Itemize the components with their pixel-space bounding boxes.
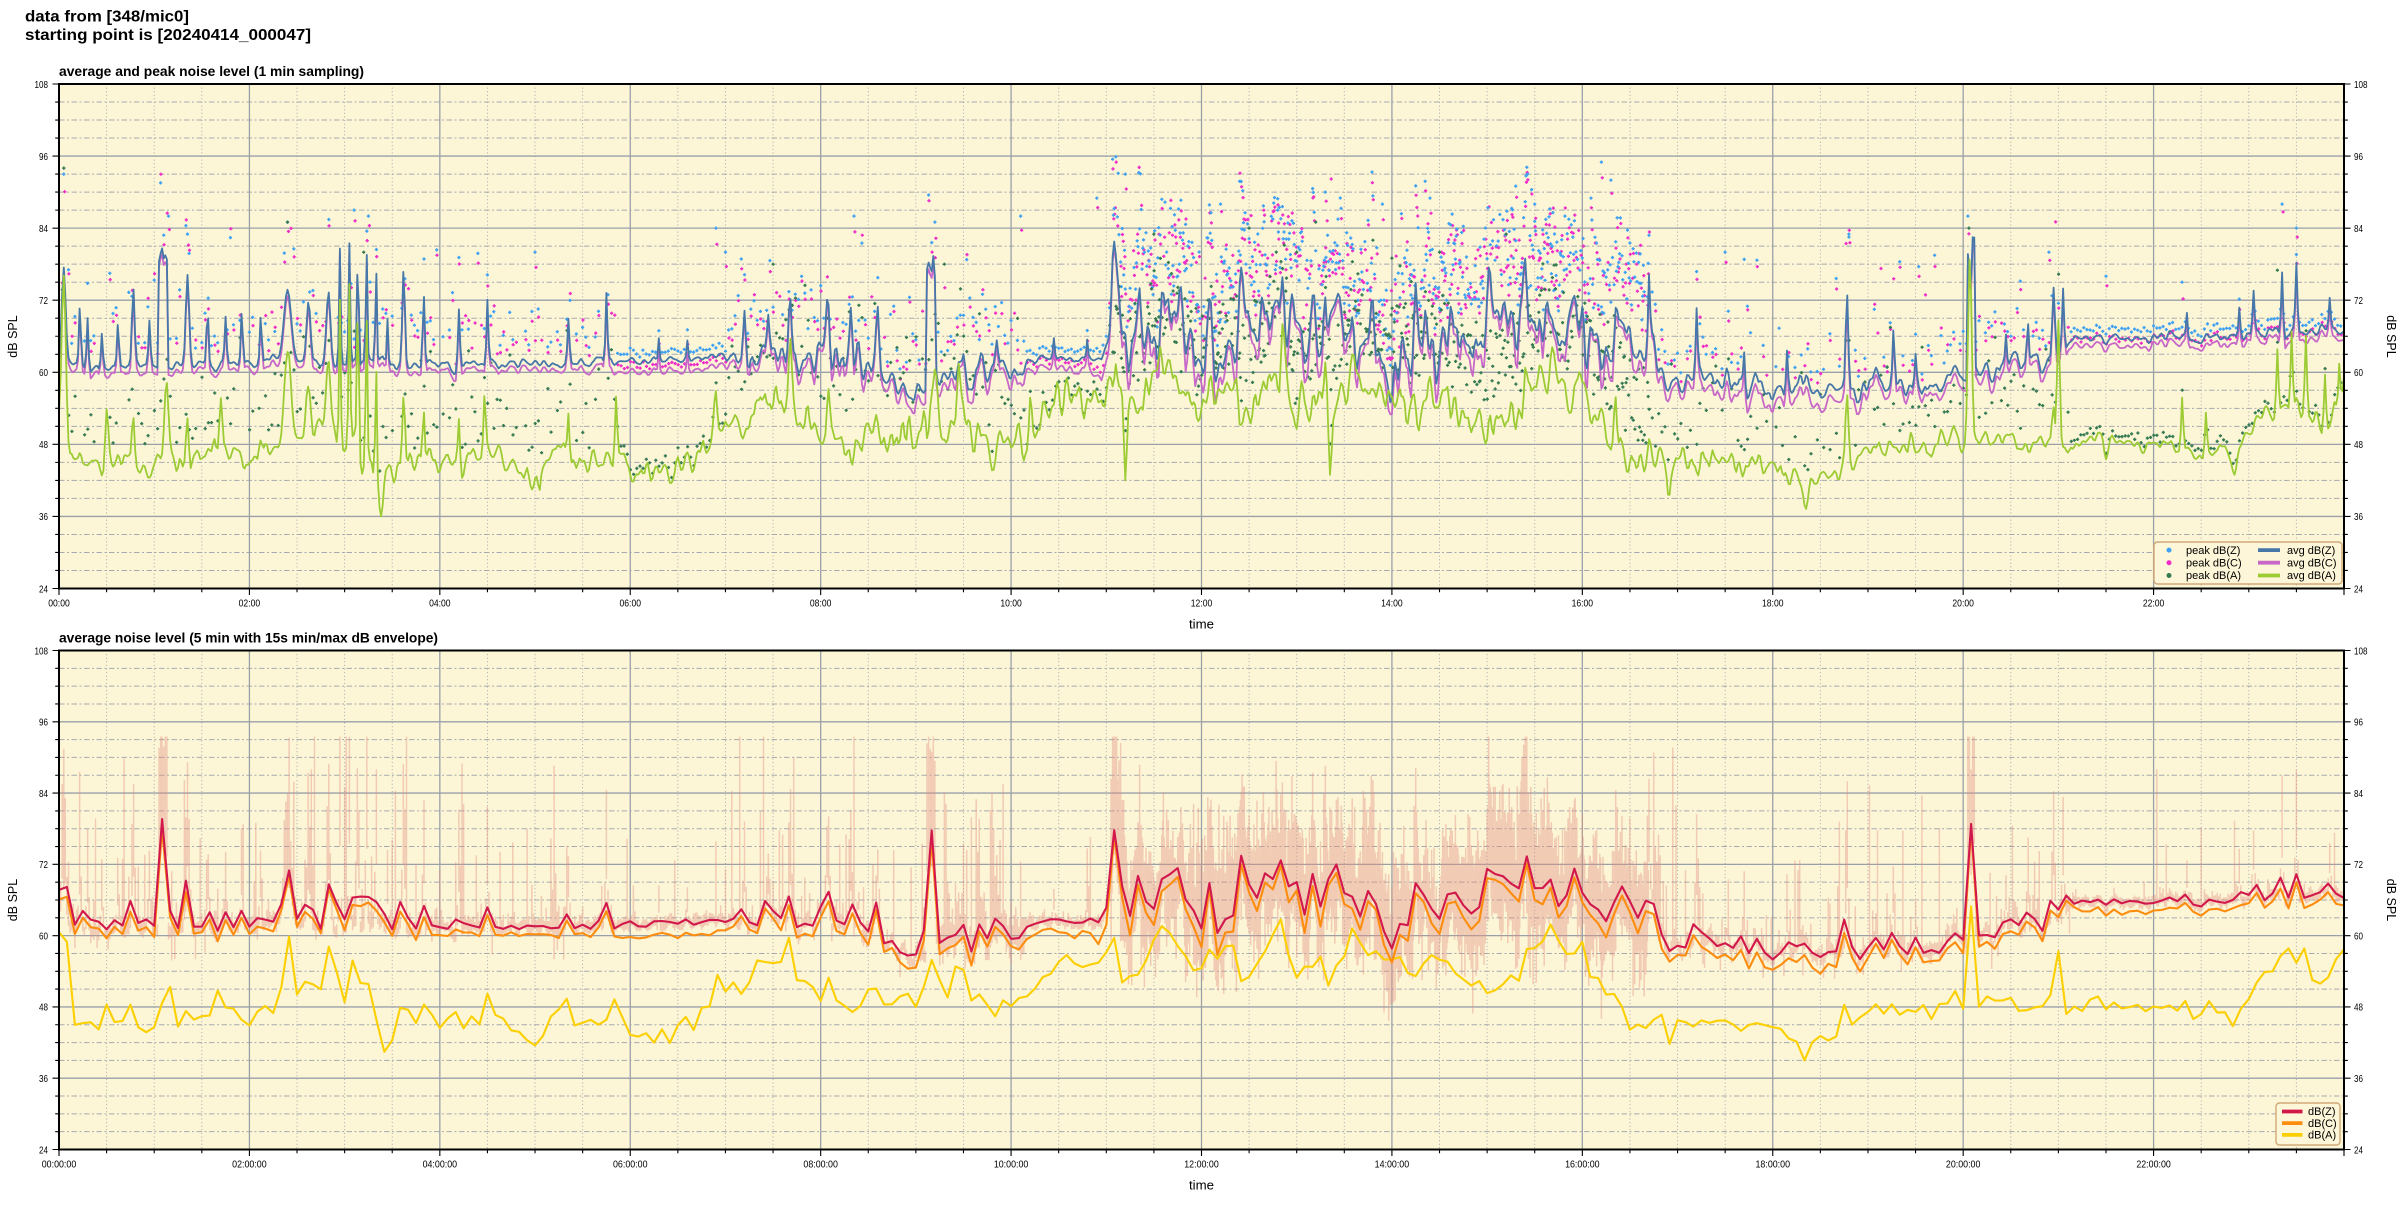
- svg-text:22:00:00: 22:00:00: [2136, 1159, 2171, 1171]
- svg-text:dB SPL: dB SPL: [6, 879, 20, 921]
- svg-text:dB SPL: dB SPL: [2384, 315, 2398, 357]
- svg-text:06:00:00: 06:00:00: [613, 1159, 648, 1171]
- svg-text:04:00:00: 04:00:00: [423, 1159, 458, 1171]
- svg-text:time: time: [1189, 618, 1214, 632]
- svg-text:peak dB(C): peak dB(C): [2186, 557, 2242, 569]
- svg-text:00:00: 00:00: [48, 598, 70, 610]
- svg-text:22:00: 22:00: [2143, 598, 2165, 610]
- svg-text:06:00: 06:00: [620, 598, 642, 610]
- svg-text:48: 48: [39, 1002, 48, 1014]
- svg-text:14:00:00: 14:00:00: [1375, 1159, 1410, 1171]
- svg-text:08:00: 08:00: [810, 598, 832, 610]
- svg-text:48: 48: [2354, 1002, 2363, 1014]
- svg-text:24: 24: [39, 583, 48, 595]
- svg-text:dB SPL: dB SPL: [2384, 879, 2398, 921]
- svg-text:72: 72: [39, 295, 48, 307]
- svg-text:48: 48: [2354, 439, 2363, 451]
- svg-text:02:00: 02:00: [239, 598, 261, 610]
- svg-text:84: 84: [39, 223, 48, 235]
- svg-text:84: 84: [2354, 223, 2363, 235]
- svg-text:avg dB(A): avg dB(A): [2287, 570, 2336, 582]
- svg-text:average noise level (5 min wit: average noise level (5 min with 15s min/…: [59, 631, 438, 646]
- svg-text:36: 36: [2354, 511, 2363, 523]
- svg-text:avg dB(Z): avg dB(Z): [2287, 545, 2335, 557]
- svg-text:84: 84: [2354, 788, 2363, 800]
- svg-text:36: 36: [2354, 1073, 2363, 1085]
- svg-text:00:00:00: 00:00:00: [42, 1159, 77, 1171]
- svg-text:02:00:00: 02:00:00: [232, 1159, 267, 1171]
- svg-text:data from [348/mic0]: data from [348/mic0]: [25, 9, 189, 26]
- svg-text:96: 96: [39, 151, 48, 163]
- svg-text:12:00:00: 12:00:00: [1184, 1159, 1219, 1171]
- svg-text:60: 60: [39, 930, 48, 942]
- svg-text:108: 108: [2354, 79, 2368, 91]
- svg-text:108: 108: [35, 79, 49, 91]
- svg-text:96: 96: [2354, 717, 2363, 729]
- svg-text:avg dB(C): avg dB(C): [2287, 557, 2337, 569]
- svg-text:16:00:00: 16:00:00: [1565, 1159, 1600, 1171]
- svg-text:dB(Z): dB(Z): [2308, 1106, 2336, 1118]
- svg-text:10:00: 10:00: [1000, 598, 1022, 610]
- svg-text:time: time: [1189, 1179, 1214, 1193]
- svg-text:60: 60: [39, 367, 48, 379]
- svg-text:starting point is [20240414_00: starting point is [20240414_000047]: [25, 27, 311, 44]
- svg-text:24: 24: [2354, 1144, 2363, 1156]
- svg-text:10:00:00: 10:00:00: [994, 1159, 1029, 1171]
- svg-text:36: 36: [39, 1073, 48, 1085]
- svg-text:60: 60: [2354, 930, 2363, 942]
- svg-text:average and peak noise level (: average and peak noise level (1 min samp…: [59, 64, 364, 79]
- svg-text:72: 72: [39, 859, 48, 871]
- svg-text:72: 72: [2354, 859, 2363, 871]
- svg-text:20:00:00: 20:00:00: [1946, 1159, 1981, 1171]
- svg-text:04:00: 04:00: [429, 598, 451, 610]
- svg-text:60: 60: [2354, 367, 2363, 379]
- svg-text:18:00:00: 18:00:00: [1756, 1159, 1791, 1171]
- svg-text:48: 48: [39, 439, 48, 451]
- svg-text:108: 108: [2354, 645, 2368, 657]
- svg-text:12:00: 12:00: [1191, 598, 1213, 610]
- svg-text:72: 72: [2354, 295, 2363, 307]
- svg-text:20:00: 20:00: [1952, 598, 1974, 610]
- svg-text:dB(A): dB(A): [2308, 1130, 2336, 1142]
- svg-text:18:00: 18:00: [1762, 598, 1784, 610]
- svg-text:108: 108: [35, 645, 49, 657]
- svg-text:dB SPL: dB SPL: [6, 315, 20, 357]
- svg-text:14:00: 14:00: [1381, 598, 1403, 610]
- svg-text:36: 36: [39, 511, 48, 523]
- svg-text:84: 84: [39, 788, 48, 800]
- svg-text:peak dB(Z): peak dB(Z): [2186, 545, 2240, 557]
- svg-text:peak dB(A): peak dB(A): [2186, 570, 2241, 582]
- svg-text:08:00:00: 08:00:00: [803, 1159, 838, 1171]
- svg-text:24: 24: [39, 1144, 48, 1156]
- svg-text:96: 96: [39, 717, 48, 729]
- svg-text:24: 24: [2354, 583, 2363, 595]
- svg-text:dB(C): dB(C): [2308, 1118, 2337, 1130]
- svg-text:16:00: 16:00: [1572, 598, 1594, 610]
- svg-text:96: 96: [2354, 151, 2363, 163]
